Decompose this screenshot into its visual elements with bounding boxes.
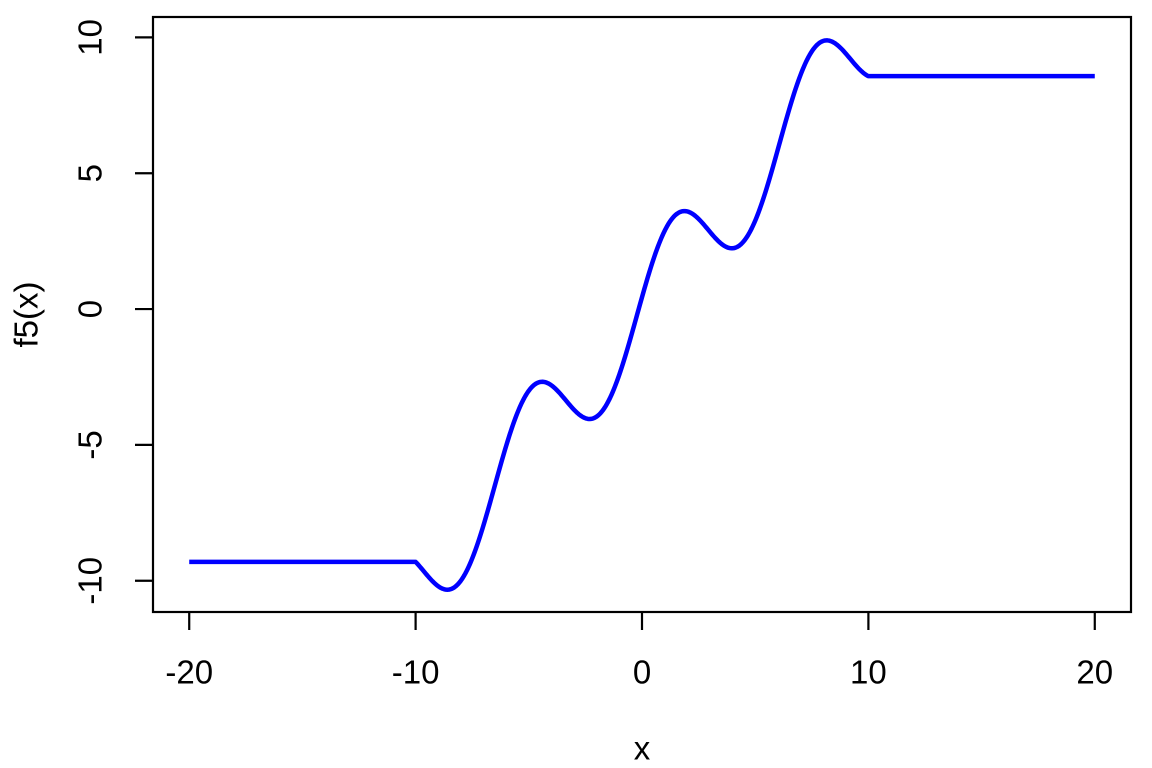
x-tick-label: 10 [850,654,887,691]
curve-f5 [188,38,1096,592]
x-axis-ticks: -20 -10 0 10 20 [165,612,1113,691]
y-tick-label: -10 [72,557,109,605]
y-tick-label: 5 [72,164,109,182]
x-tick-label: -20 [165,654,213,691]
y-tick-label: -5 [72,430,109,459]
x-tick-label: 0 [633,654,651,691]
x-tick-label: 20 [1076,654,1113,691]
y-axis-label: f5(x) [8,282,45,348]
x-axis-label: x [634,730,651,767]
y-tick-label: 10 [72,19,109,56]
x-tick-label: -10 [392,654,440,691]
y-tick-label: 0 [72,300,109,318]
plot-frame [151,15,1133,614]
y-axis-ticks: -10 -5 0 5 10 [72,19,153,605]
